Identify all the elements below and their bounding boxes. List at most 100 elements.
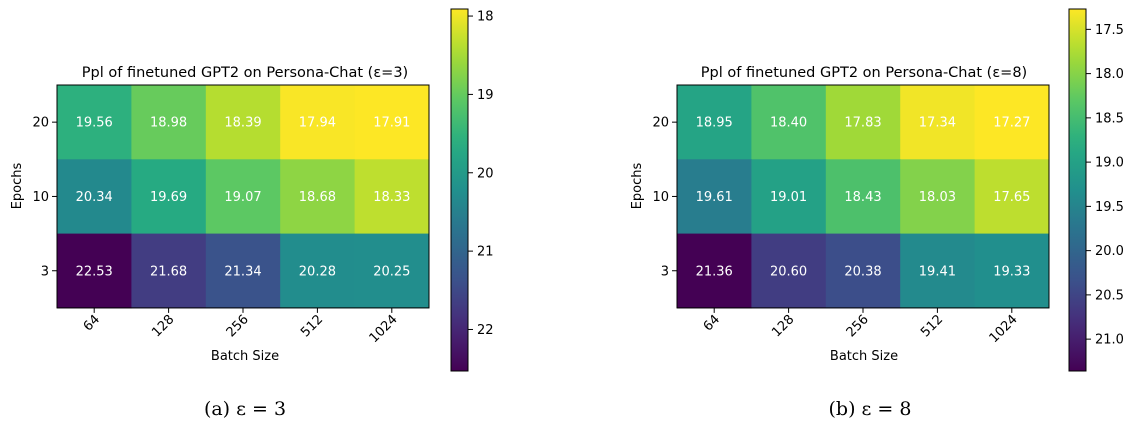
- heatmap-cell-r0-c2: [205, 85, 281, 160]
- heatmap-cell-r0-c1: [751, 85, 827, 160]
- y-tick-label-2: 3: [661, 264, 669, 279]
- heatmap-cell-r1-c3: [900, 159, 976, 235]
- heatmap-cell-r1-c0: [57, 159, 132, 235]
- cell-value-label-r0-c1: 18.98: [150, 116, 187, 131]
- cell-value-label-r0-c0: 18.95: [696, 116, 733, 131]
- heatmap-cell-r2-c2: [825, 233, 901, 309]
- cell-value-label-r0-c3: 17.94: [299, 116, 336, 131]
- heatmap-cell-r0-c3: [900, 85, 976, 160]
- cell-value-label-r0-c2: 17.83: [844, 116, 881, 131]
- x-tick-label-0: 64: [701, 312, 723, 334]
- heatmap-cell-r1-c1: [751, 159, 827, 235]
- heatmap-cell-r0-c2: [825, 85, 901, 160]
- heatmap-panel-b: 18.95 18.40 17.83 17.34 17.27 19.61 19.01 18.43…: [652, 8, 1124, 372]
- cell-value-label-r0-c3: 17.34: [919, 116, 956, 131]
- cell-value-label-r2-c0: 22.53: [76, 264, 113, 279]
- x-axis-label-b: Batch Size: [830, 349, 898, 364]
- cell-value-label-r1-c0: 20.34: [76, 190, 113, 205]
- x-tick-label-0: 64: [81, 312, 103, 334]
- caption-a: (a) ε = 3: [204, 398, 286, 420]
- chart-title-b: Ppl of finetuned GPT2 on Persona-Chat (ε…: [701, 65, 1027, 81]
- y-axis-label-a: Epochs: [10, 162, 25, 209]
- cell-value-label-r2-c2: 20.38: [844, 264, 881, 279]
- colorbar-tick-label-1: 19: [477, 88, 494, 103]
- cell-value-label-r2-c2: 21.34: [224, 264, 261, 279]
- heatmap-cell-r1-c0: [677, 159, 752, 235]
- heatmap-cell-r0-c0: [677, 85, 752, 160]
- chart-title-a: Ppl of finetuned GPT2 on Persona-Chat (ε…: [82, 65, 408, 81]
- heatmap-cell-r1-c3: [280, 159, 356, 235]
- cell-value-label-r0-c4: 17.91: [373, 116, 410, 131]
- colorbar: [450, 8, 469, 372]
- y-tick-label-0: 20: [652, 116, 669, 131]
- heatmap-cell-r2-c4: [974, 233, 1050, 309]
- cell-value-label-r2-c1: 20.60: [770, 264, 807, 279]
- y-tick-label-1: 10: [32, 190, 49, 205]
- x-tick-label-1: 128: [769, 312, 797, 340]
- heatmap-cell-r2-c3: [280, 233, 356, 309]
- colorbar-tick-label-2: 20: [477, 166, 494, 181]
- heatmap-cell-r1-c4: [974, 159, 1050, 235]
- heatmap-cell-r2-c4: [354, 233, 430, 309]
- heatmap-panel-a: 19.56 18.98 18.39 17.94 17.91 20.34 19.69 19.07…: [32, 8, 494, 372]
- cell-value-label-r2-c1: 21.68: [150, 264, 187, 279]
- heatmap-cell-r1-c4: [354, 159, 430, 235]
- heatmap-cell-r0-c4: [974, 85, 1050, 160]
- heatmap-cell-r0-c4: [354, 85, 430, 160]
- cell-value-label-r1-c3: 18.68: [299, 190, 336, 205]
- cell-value-label-r1-c1: 19.69: [150, 190, 187, 205]
- colorbar-tick-label-4: 22: [477, 323, 494, 338]
- cell-value-label-r0-c0: 19.56: [76, 116, 113, 131]
- heatmap-cell-r0-c0: [57, 85, 132, 160]
- heatmap-cell-r2-c2: [205, 233, 281, 309]
- cell-value-label-r1-c4: 18.33: [373, 190, 410, 205]
- caption-b: (b) ε = 8: [829, 398, 912, 420]
- x-tick-label-2: 256: [224, 312, 252, 340]
- cell-value-label-r1-c2: 18.43: [844, 190, 881, 205]
- colorbar-tick-label-0: 18: [477, 10, 494, 25]
- colorbar-tick-label-7: 21.0: [1095, 333, 1124, 348]
- y-tick-label-2: 3: [41, 264, 49, 279]
- colorbar-tick-label-1: 18.0: [1095, 67, 1124, 82]
- colorbar-tick-label-3: 19.0: [1095, 156, 1124, 171]
- heatmap-cell-r2-c1: [751, 233, 827, 309]
- colorbar-tick-label-4: 19.5: [1095, 200, 1124, 215]
- colorbar-tick-label-5: 20.0: [1095, 244, 1124, 259]
- x-tick-label-3: 512: [298, 312, 326, 340]
- cell-value-label-r1-c1: 19.01: [770, 190, 807, 205]
- colorbar-tick-label-2: 18.5: [1095, 111, 1124, 126]
- heatmap-cell-r2-c0: [677, 233, 752, 309]
- cell-value-label-r0-c4: 17.27: [993, 116, 1030, 131]
- heatmap-cell-r1-c1: [131, 159, 207, 235]
- y-axis-label-b: Epochs: [630, 162, 645, 209]
- x-axis-label-a: Batch Size: [211, 349, 279, 364]
- cell-value-label-r1-c2: 19.07: [224, 190, 261, 205]
- cell-value-label-r2-c3: 19.41: [919, 264, 956, 279]
- x-tick-label-2: 256: [844, 312, 872, 340]
- cell-value-label-r2-c4: 19.33: [993, 264, 1030, 279]
- x-tick-label-4: 1024: [987, 312, 1021, 346]
- cell-value-label-r0-c2: 18.39: [224, 116, 261, 131]
- cell-value-label-r2-c0: 21.36: [696, 264, 733, 279]
- colorbar: [1068, 8, 1087, 372]
- colorbar-tick-label-0: 17.5: [1095, 23, 1124, 38]
- cell-value-label-r2-c3: 20.28: [299, 264, 336, 279]
- heatmap-cell-r0-c1: [131, 85, 207, 160]
- cell-value-label-r1-c3: 18.03: [919, 190, 956, 205]
- y-tick-label-0: 20: [32, 116, 49, 131]
- colorbar-tick-label-3: 21: [477, 245, 494, 260]
- heatmap-cell-r2-c0: [57, 233, 132, 309]
- colorbar-tick-label-6: 20.5: [1095, 288, 1124, 303]
- heatmap-cell-r0-c3: [280, 85, 356, 160]
- x-tick-label-3: 512: [918, 312, 946, 340]
- cell-value-label-r1-c4: 17.65: [993, 190, 1030, 205]
- y-tick-label-1: 10: [652, 190, 669, 205]
- heatmap-cell-r1-c2: [825, 159, 901, 235]
- cell-value-label-r0-c1: 18.40: [770, 116, 807, 131]
- x-tick-label-1: 128: [149, 312, 177, 340]
- x-tick-label-4: 1024: [367, 312, 401, 346]
- heatmap-cell-r2-c3: [900, 233, 976, 309]
- cell-value-label-r1-c0: 19.61: [696, 190, 733, 205]
- cell-value-label-r2-c4: 20.25: [373, 264, 410, 279]
